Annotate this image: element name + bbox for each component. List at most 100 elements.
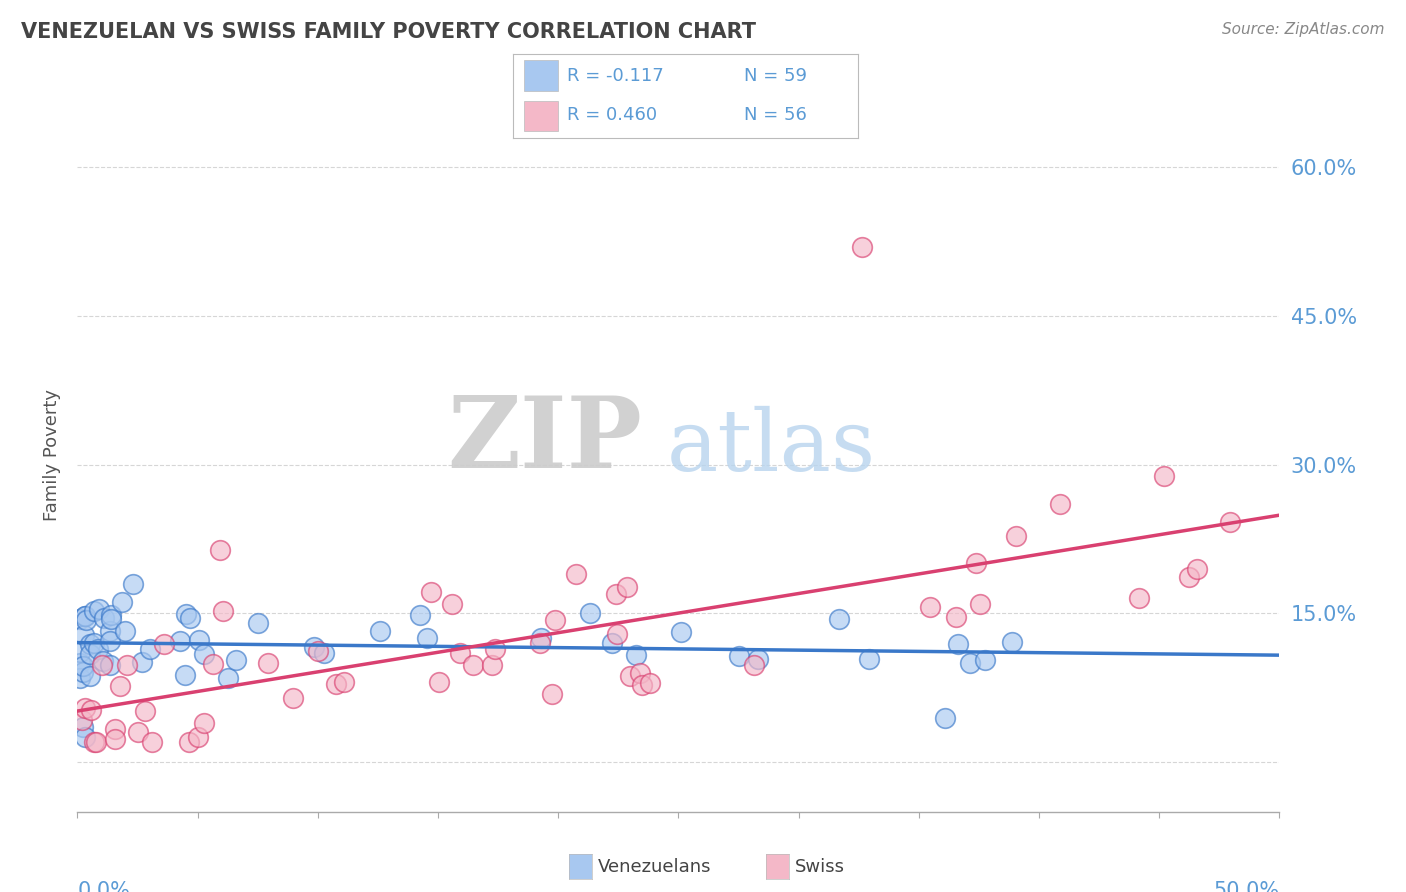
Point	[193, 647, 215, 661]
Point	[959, 656, 981, 670]
Point	[100, 607, 122, 622]
Point	[606, 627, 628, 641]
Point	[87, 641, 110, 656]
Y-axis label: Family Poverty: Family Poverty	[44, 389, 62, 521]
Text: Venezuelans: Venezuelans	[598, 858, 711, 876]
Point	[69, 671, 91, 685]
Point	[671, 624, 693, 639]
Point	[530, 631, 553, 645]
Point	[169, 634, 191, 648]
Point	[73, 701, 96, 715]
Point	[1128, 591, 1150, 606]
Point	[1004, 529, 1026, 543]
Text: R = -0.117: R = -0.117	[567, 67, 664, 85]
Point	[115, 657, 138, 672]
Point	[565, 566, 588, 581]
Point	[312, 646, 335, 660]
Point	[440, 597, 463, 611]
Point	[1219, 515, 1241, 529]
Point	[1185, 562, 1208, 576]
Point	[79, 669, 101, 683]
Point	[69, 645, 91, 659]
Point	[98, 657, 121, 672]
Point	[139, 642, 162, 657]
Point	[605, 587, 627, 601]
Text: VENEZUELAN VS SWISS FAMILY POVERTY CORRELATION CHART: VENEZUELAN VS SWISS FAMILY POVERTY CORRE…	[21, 22, 756, 42]
Point	[628, 665, 651, 680]
Text: Source: ZipAtlas.com: Source: ZipAtlas.com	[1222, 22, 1385, 37]
Point	[918, 599, 941, 614]
Point	[153, 637, 176, 651]
Point	[529, 636, 551, 650]
Point	[945, 610, 967, 624]
Point	[108, 679, 131, 693]
Point	[409, 608, 432, 623]
Point	[302, 640, 325, 655]
Point	[616, 581, 638, 595]
Point	[631, 677, 654, 691]
Point	[114, 624, 136, 638]
Point	[193, 715, 215, 730]
Point	[727, 648, 749, 663]
Point	[75, 613, 97, 627]
Point	[742, 657, 765, 672]
Point	[73, 609, 96, 624]
Point	[83, 636, 105, 650]
Point	[72, 665, 94, 679]
Point	[73, 731, 96, 745]
Point	[69, 612, 91, 626]
Point	[420, 585, 443, 599]
FancyBboxPatch shape	[523, 101, 558, 131]
Point	[212, 604, 235, 618]
Point	[281, 690, 304, 705]
Point	[1049, 497, 1071, 511]
Point	[948, 637, 970, 651]
Text: N = 59: N = 59	[744, 67, 807, 85]
Point	[75, 609, 97, 624]
Point	[79, 637, 101, 651]
Point	[187, 731, 209, 745]
Point	[638, 676, 661, 690]
Point	[965, 556, 987, 570]
Point	[747, 651, 769, 665]
Point	[325, 676, 347, 690]
Point	[600, 636, 623, 650]
Point	[187, 632, 209, 647]
Point	[173, 668, 195, 682]
Text: 0.0%: 0.0%	[77, 881, 131, 892]
Point	[851, 240, 873, 254]
Point	[179, 735, 201, 749]
Point	[201, 657, 224, 672]
Point	[1178, 570, 1201, 584]
Point	[86, 735, 108, 749]
Point	[104, 732, 127, 747]
Point	[208, 542, 231, 557]
Point	[619, 669, 641, 683]
Point	[934, 711, 956, 725]
Point	[72, 721, 94, 735]
Point	[127, 725, 149, 739]
Point	[100, 612, 122, 626]
Point	[225, 653, 247, 667]
Point	[70, 713, 93, 727]
Point	[416, 631, 439, 645]
Text: N = 56: N = 56	[744, 106, 807, 124]
Point	[624, 648, 647, 662]
Point	[83, 604, 105, 618]
Point	[179, 611, 201, 625]
Point	[72, 659, 94, 673]
Text: Swiss: Swiss	[794, 858, 845, 876]
Point	[131, 655, 153, 669]
FancyBboxPatch shape	[523, 61, 558, 91]
Point	[217, 671, 239, 685]
Point	[134, 704, 156, 718]
Point	[427, 675, 450, 690]
Point	[69, 657, 91, 671]
Point	[174, 607, 197, 622]
Point	[1001, 635, 1024, 649]
Point	[1153, 468, 1175, 483]
Point	[79, 647, 101, 661]
Point	[111, 595, 134, 609]
Point	[257, 656, 280, 670]
Text: ZIP: ZIP	[447, 392, 643, 489]
